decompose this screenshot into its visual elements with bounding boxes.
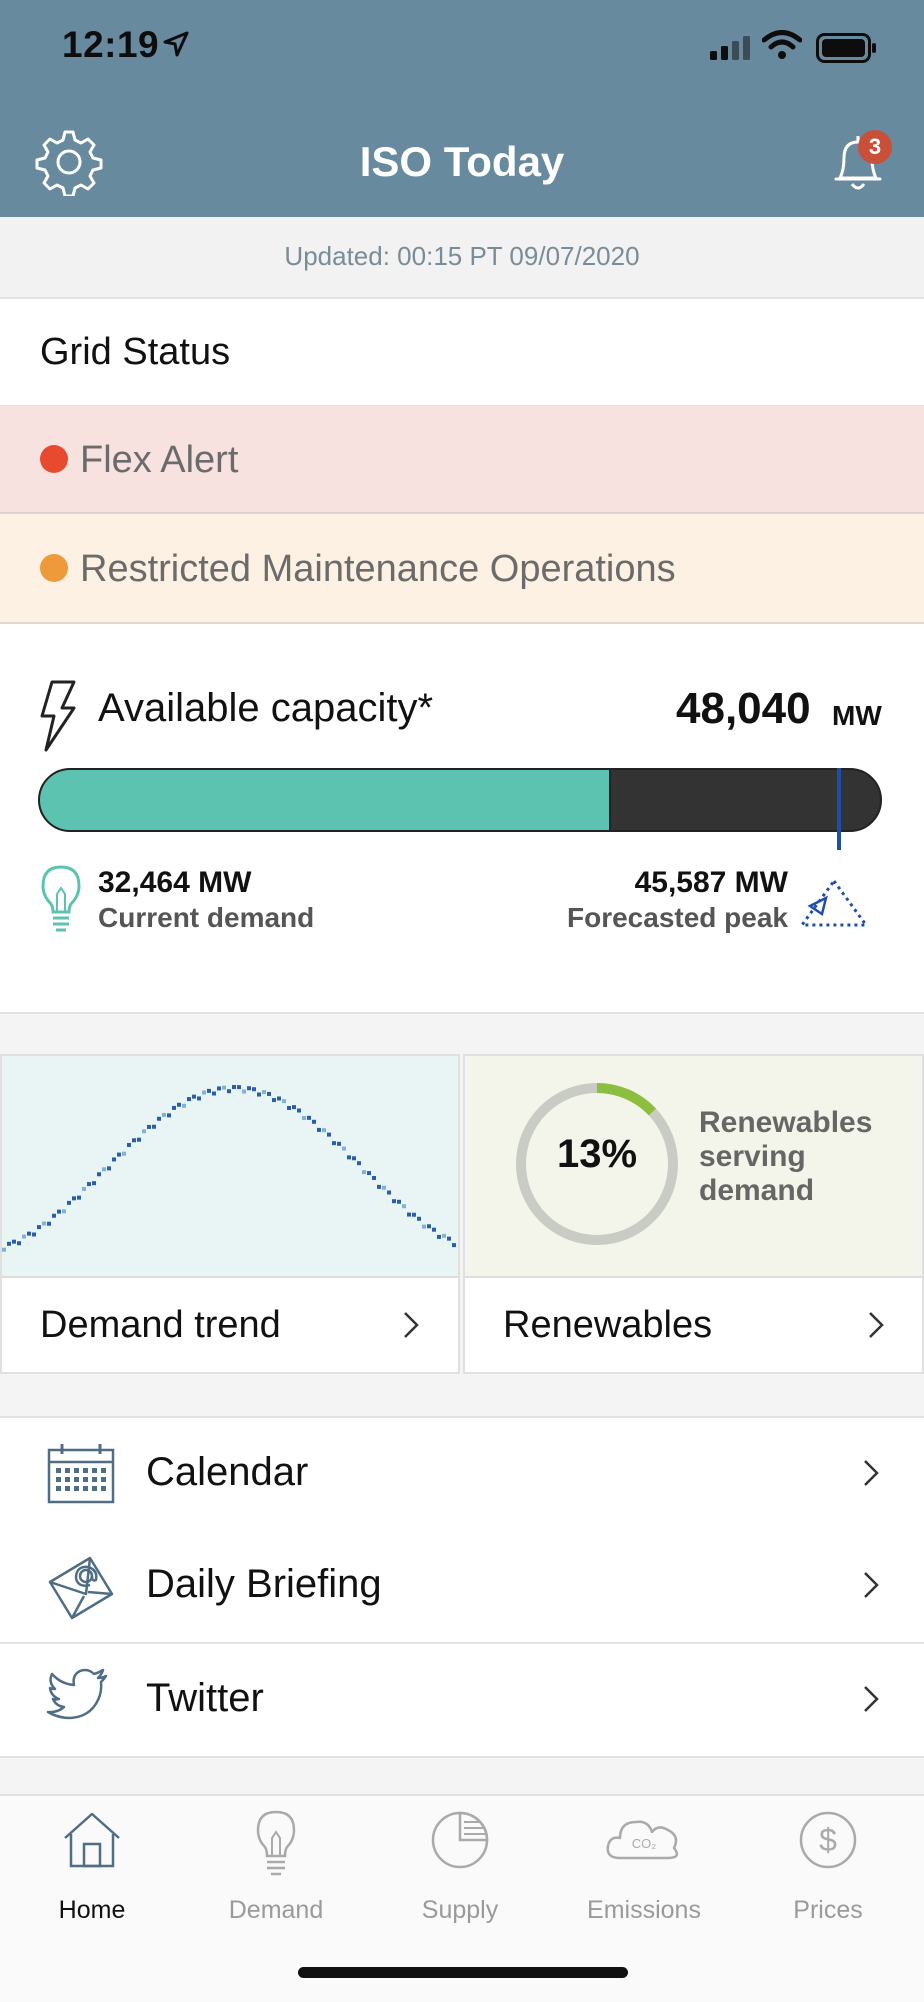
available-capacity-card[interactable]: Available capacity* 48,040 MW 32,464 MW … [0,624,924,1014]
tab-supply[interactable]: Supply [368,1810,552,1940]
renewables-label: Renewables [503,1304,713,1346]
tab-supply-label: Supply [421,1896,499,1924]
pie-icon [430,1810,490,1870]
co2-cloud-icon: CO₂ [604,1810,684,1870]
calendar-icon [46,1440,116,1506]
current-demand-fill [40,770,611,830]
forecasted-peak-marker [836,768,841,850]
home-indicator [298,1967,628,1978]
forecasted-peak-value: 45,587 MW [634,866,788,899]
restricted-maintenance-label: Restricted Maintenance Operations [80,548,676,590]
tab-prices[interactable]: $ Prices [736,1810,920,1940]
forecasted-peak-label: Forecasted peak [567,902,788,933]
calendar-link[interactable]: Calendar [0,1416,924,1532]
daily-briefing-label: Daily Briefing [146,1562,382,1606]
lightning-bolt-icon [38,680,78,752]
restricted-maintenance-status-dot [40,554,68,582]
lightbulb-icon [246,1810,306,1876]
capacity-bar [38,768,882,832]
renewables-percent: 13% [556,1132,638,1176]
available-capacity-value: 48,040 [676,684,811,733]
chevron-right-icon [867,1310,885,1340]
chevron-right-icon [402,1310,420,1340]
tab-home-label: Home [58,1896,126,1924]
twitter-bird-icon [46,1666,112,1726]
demand-trend-sparkline [2,1056,458,1278]
tab-demand-label: Demand [228,1896,324,1924]
daily-briefing-link[interactable]: Daily Briefing [0,1530,924,1644]
svg-text:$: $ [819,1822,837,1858]
chevron-right-icon [862,1458,880,1488]
renewables-gauge-area: 13% Renewables serving demand [465,1056,922,1278]
tab-emissions[interactable]: CO₂ Emissions [552,1810,736,1940]
notification-badge: 3 [858,130,892,164]
cell-signal-icon [710,36,752,60]
demand-trend-tile[interactable]: Demand trend [0,1054,460,1374]
demand-trend-label: Demand trend [40,1304,281,1346]
flex-alert-label: Flex Alert [80,439,239,481]
settings-gear-icon[interactable] [35,128,103,196]
dollar-icon: $ [798,1810,858,1870]
demand-sparkline-points [2,1085,456,1252]
home-icon [62,1810,122,1870]
svg-text:CO₂: CO₂ [632,1836,657,1851]
location-arrow-icon [163,31,189,57]
restricted-maintenance-row[interactable]: Restricted Maintenance Operations [0,514,924,624]
tab-emissions-label: Emissions [587,1896,701,1924]
grid-status-title: Grid Status [40,331,231,373]
chevron-right-icon [862,1684,880,1714]
flex-alert-row[interactable]: Flex Alert [0,406,924,514]
wifi-icon [762,30,802,60]
available-capacity-label: Available capacity* [98,686,434,730]
lightbulb-icon [40,864,82,934]
envelope-icon [46,1552,116,1622]
renewables-tile[interactable]: 13% Renewables serving demand Renewables [463,1054,924,1374]
app-title: ISO Today [359,138,565,185]
tab-demand[interactable]: Demand [184,1810,368,1940]
tab-prices-label: Prices [793,1896,863,1924]
app-header: 12:19 ISO Today [0,0,924,217]
renewables-description: Renewables serving demand [699,1106,873,1207]
updated-timestamp: Updated: 00:15 PT 09/07/2020 [284,241,640,271]
status-time: 12:19 [62,24,160,65]
twitter-label: Twitter [146,1676,264,1720]
grid-status-header: Grid Status [0,299,924,407]
flex-alert-status-dot [40,445,68,473]
calendar-label: Calendar [146,1450,309,1494]
available-capacity-unit: MW [832,700,882,731]
forecast-peak-triangle-icon [800,878,868,928]
twitter-link[interactable]: Twitter [0,1644,924,1758]
updated-bar: Updated: 00:15 PT 09/07/2020 [0,217,924,299]
renewables-ring [513,1080,681,1248]
current-demand-value: 32,464 MW [98,866,252,899]
battery-icon [816,33,878,63]
tab-home[interactable]: Home [0,1810,184,1940]
current-demand-label: Current demand [98,902,315,933]
chevron-right-icon [862,1570,880,1600]
